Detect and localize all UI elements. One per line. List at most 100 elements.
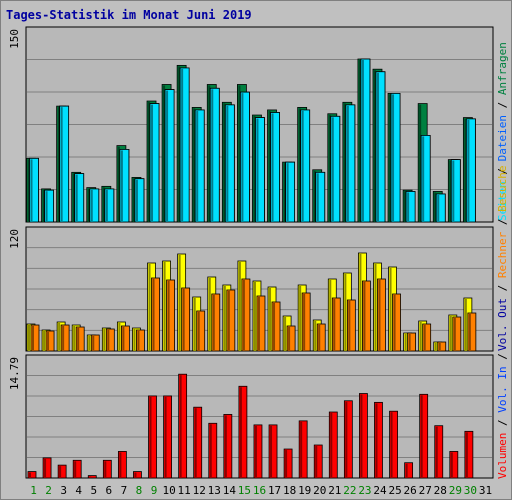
bar-seiten-shade: [346, 105, 349, 221]
bar-anfragen-shade: [343, 103, 346, 221]
bar-rechner-shade: [152, 279, 155, 350]
bar-anfragen-shade: [373, 70, 376, 221]
bar-anfragen-shade: [449, 160, 452, 221]
bar-besuche-shade: [419, 322, 422, 350]
legend-anfragen: Anfragen: [496, 42, 509, 95]
y-max-label-bottom: 14.79: [8, 357, 21, 390]
bar-seiten: [134, 178, 145, 223]
bar-volumen-shade: [149, 396, 152, 477]
bar-seiten-shade: [407, 192, 410, 221]
x-tick-label: 9: [151, 484, 158, 497]
bar-volumen: [268, 424, 278, 479]
bar-volumen: [283, 448, 293, 479]
bar-seiten: [194, 109, 205, 223]
bar-seiten-shade: [271, 113, 274, 221]
legend-vol-in: Vol. In: [496, 366, 509, 412]
bar-anfragen-shade: [464, 118, 467, 221]
bar-volumen: [434, 425, 444, 479]
bar-seiten: [209, 87, 220, 223]
x-tick-label: 27: [419, 484, 432, 497]
bar-rechner-shade: [363, 282, 366, 350]
bar-seiten-shade: [211, 89, 214, 221]
bar-besuche-shade: [389, 268, 392, 350]
bar-seiten: [59, 105, 70, 223]
bar-rechner-shade: [378, 280, 381, 350]
bar-volumen-shade: [405, 463, 408, 477]
bar-anfragen-shade: [72, 173, 75, 221]
bar-besuche-shade: [464, 299, 467, 350]
bar-volumen-shade: [285, 450, 288, 477]
legend-besuche: Besuche: [496, 166, 509, 212]
bar-besuche-shade: [73, 326, 76, 350]
bar-volumen: [148, 395, 157, 479]
bar-volumen: [27, 471, 37, 479]
bar-anfragen-shade: [238, 85, 241, 221]
bar-anfragen-shade: [178, 66, 181, 221]
bar-rechner: [362, 280, 371, 352]
bar-rechner-shade: [288, 327, 291, 350]
bar-volumen: [389, 410, 398, 479]
bar-rechner-shade: [32, 326, 34, 350]
bar-anfragen-shade: [57, 107, 60, 221]
legend-rechner: Rechner: [496, 231, 509, 278]
bar-seiten: [119, 149, 130, 223]
bar-seiten: [300, 109, 311, 223]
bar-rechner-shade: [273, 303, 276, 350]
x-tick-label: 3: [60, 484, 67, 497]
bar-rechner-shade: [408, 334, 411, 350]
bar-volumen-shade: [420, 395, 423, 477]
bar-rechner-shade: [423, 325, 426, 350]
bar-seiten: [44, 189, 54, 223]
bar-volumen: [193, 406, 203, 479]
bar-seiten-shade: [30, 159, 33, 221]
bar-seiten: [390, 92, 401, 223]
bar-seiten: [149, 103, 160, 223]
bar-besuche-shade: [269, 288, 272, 350]
bar-rechner-shade: [137, 331, 140, 350]
bar-volumen-shade: [29, 472, 31, 477]
bar-anfragen-shade: [208, 85, 211, 221]
x-tick-label: 26: [404, 484, 417, 497]
bar-volumen: [464, 430, 474, 479]
legend-vol-out: Vol. Out: [496, 298, 509, 351]
bar-besuche-shade: [223, 286, 226, 350]
x-tick-label: 16: [253, 484, 266, 497]
x-tick-label: 7: [121, 484, 128, 497]
bar-volumen: [404, 462, 414, 479]
bar-anfragen-shade: [27, 159, 30, 221]
legend-seiten: Seiten: [496, 181, 509, 221]
legend-sep: /: [496, 278, 509, 298]
bar-rechner-shade: [227, 291, 230, 350]
bar-rechner-shade: [122, 327, 125, 350]
y-max-label-middle: 120: [8, 229, 21, 249]
bar-anfragen-shade: [163, 85, 166, 221]
x-tick-label: 10: [162, 484, 175, 497]
bar-besuche-shade: [299, 286, 302, 350]
bar-volumen: [374, 401, 383, 479]
x-tick-label: 1: [30, 484, 37, 497]
bar-rechner-shade: [348, 301, 351, 350]
bar-seiten-shade: [316, 173, 319, 221]
x-tick-label: 19: [298, 484, 311, 497]
bar-volumen-shade: [209, 424, 212, 477]
bar-besuche-shade: [253, 282, 256, 350]
bar-anfragen-shade: [328, 114, 331, 221]
y-max-label-top: 150: [8, 29, 21, 49]
bar-rechner: [256, 295, 266, 352]
bar-volumen-shade: [300, 421, 303, 477]
bar-volumen: [72, 459, 82, 479]
bar-volumen: [298, 420, 308, 479]
bar-volumen-shade: [254, 425, 257, 477]
bar-rechner-shade: [212, 295, 215, 350]
bar-rechner: [75, 326, 85, 352]
bar-anfragen-shade: [419, 104, 422, 221]
bar-seiten: [315, 171, 326, 223]
bar-volumen: [253, 424, 263, 479]
bar-rechner: [316, 323, 326, 352]
bar-seiten-shade: [90, 189, 93, 221]
x-tick-label: 4: [75, 484, 82, 497]
bar-rechner-shade: [182, 289, 185, 350]
bar-rechner-shade: [167, 281, 170, 350]
bar-volumen: [343, 400, 353, 479]
bar-volumen-shade: [330, 413, 333, 477]
